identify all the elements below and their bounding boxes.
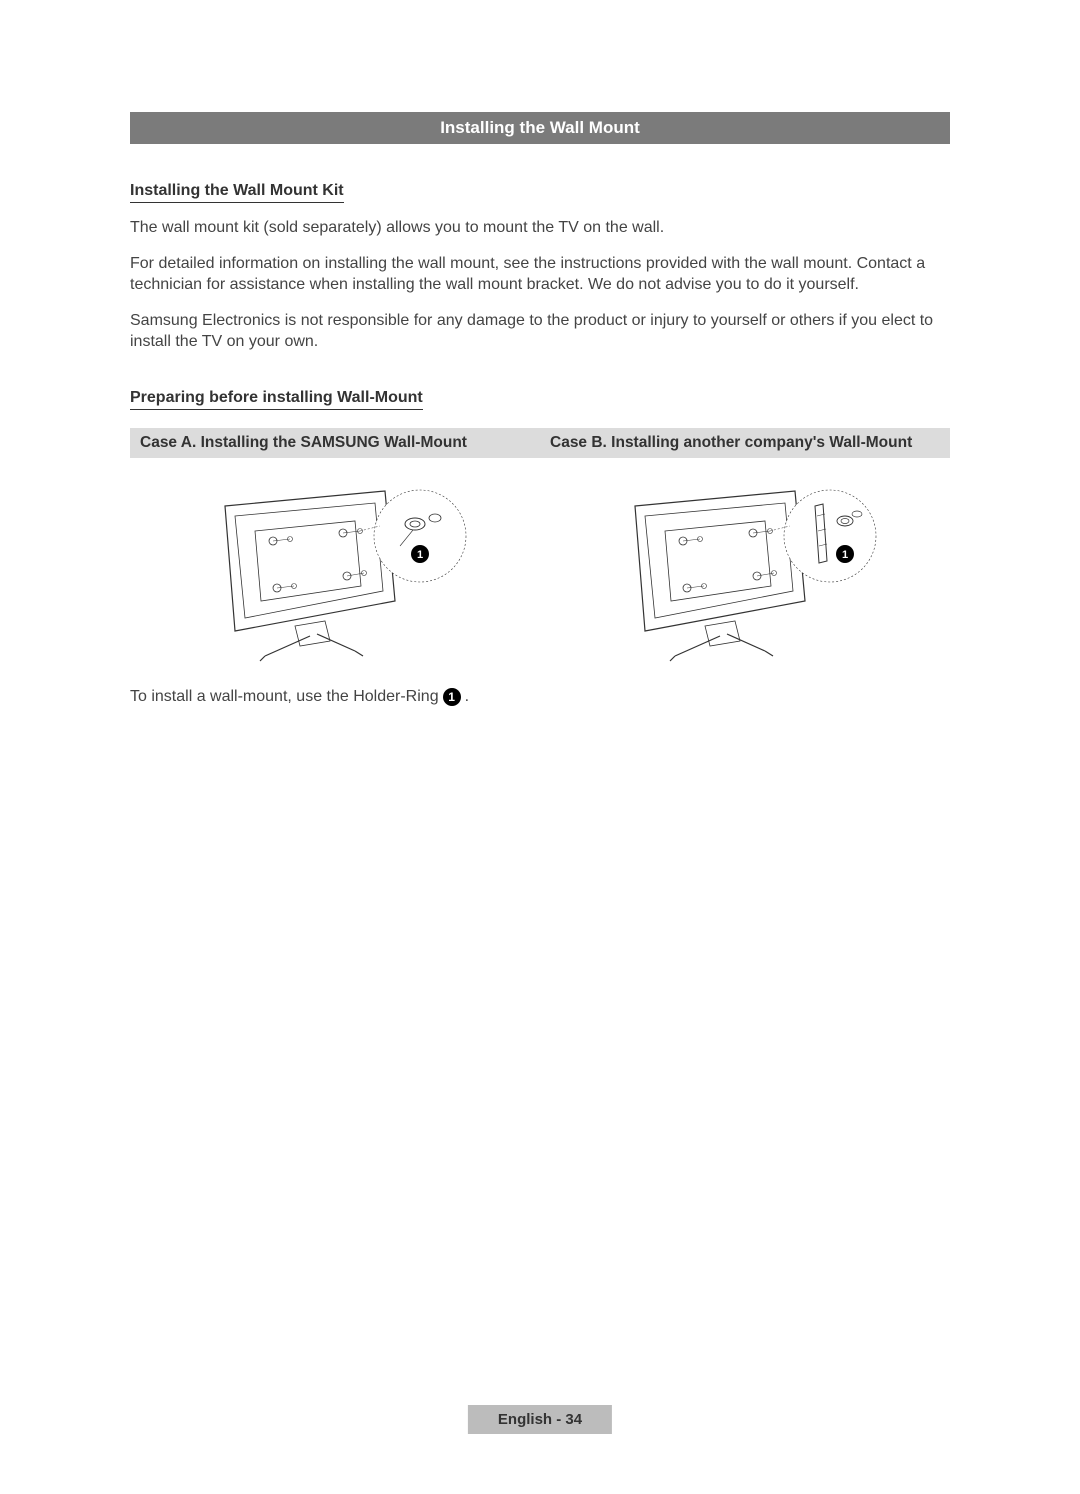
- callout-badge-b: 1: [842, 549, 848, 561]
- paragraph: The wall mount kit (sold separately) all…: [130, 217, 950, 239]
- note-prefix: To install a wall-mount, use the Holder-…: [130, 688, 439, 706]
- note-suffix: .: [465, 688, 469, 706]
- footer-pagenum: 34: [565, 1411, 582, 1428]
- circled-number-icon: 1: [443, 688, 461, 706]
- holder-ring-note: To install a wall-mount, use the Holder-…: [130, 688, 950, 706]
- case-b-header: Case B. Installing another company's Wal…: [540, 428, 950, 458]
- diagram-row: 1: [130, 476, 950, 676]
- case-a-header: Case A. Installing the SAMSUNG Wall-Moun…: [130, 428, 540, 458]
- diagram-case-b: 1: [540, 476, 950, 676]
- subheading-preparing: Preparing before installing Wall-Mount: [130, 389, 423, 410]
- page-footer: English - 34: [468, 1405, 612, 1434]
- manual-page: Installing the Wall Mount Installing the…: [0, 0, 1080, 706]
- section-install-kit: Installing the Wall Mount Kit The wall m…: [130, 182, 950, 353]
- case-header-row: Case A. Installing the SAMSUNG Wall-Moun…: [130, 428, 950, 458]
- section-banner: Installing the Wall Mount: [130, 112, 950, 144]
- section-preparing: Preparing before installing Wall-Mount C…: [130, 367, 950, 706]
- footer-lang: English: [498, 1411, 552, 1428]
- tv-diagram-b-icon: 1: [605, 476, 885, 676]
- banner-title: Installing the Wall Mount: [440, 118, 640, 137]
- footer-sep: -: [552, 1411, 565, 1428]
- subheading-install-kit: Installing the Wall Mount Kit: [130, 182, 344, 203]
- diagram-case-a: 1: [130, 476, 540, 676]
- callout-badge-a: 1: [417, 549, 423, 561]
- paragraph: For detailed information on installing t…: [130, 253, 950, 296]
- paragraph: Samsung Electronics is not responsible f…: [130, 310, 950, 353]
- tv-diagram-a-icon: 1: [195, 476, 475, 676]
